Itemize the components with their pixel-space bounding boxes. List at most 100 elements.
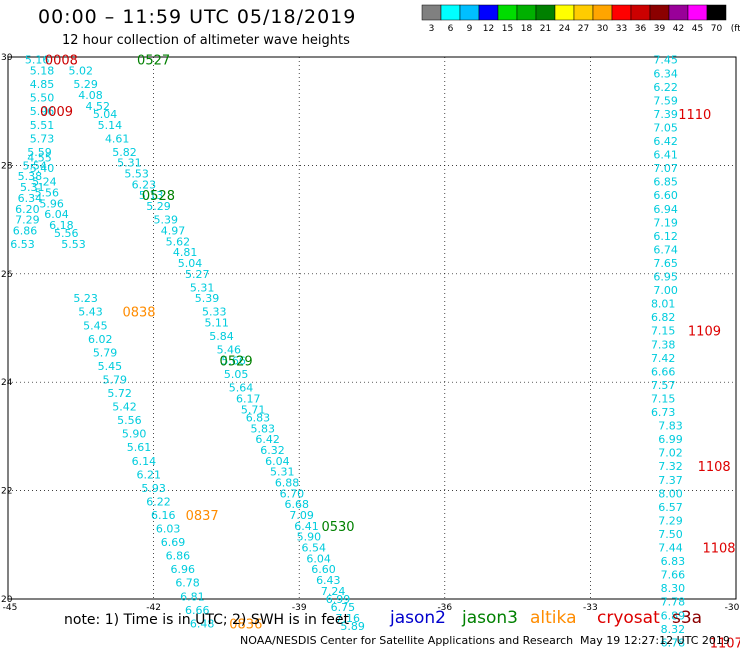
color-swatch [706,4,727,21]
wave-height-value: 7.24 [321,585,346,598]
wave-height-value: 6.68 [285,498,310,511]
wave-height-value: 5.56 [35,187,60,200]
wave-height-value: 6.89 [661,609,686,622]
wave-height-value: 7.09 [289,509,314,522]
wave-height-value: 4.55 [27,151,52,164]
wave-height-value: 6.60 [311,563,336,576]
color-scale-label: 27 [578,24,589,34]
wave-height-value: 5.66 [221,355,246,368]
wave-height-value: 5.45 [98,360,123,373]
wave-height-value: 6.42 [255,433,280,446]
wave-height-value: 7.37 [658,474,683,487]
wave-height-value: 7.57 [651,379,676,392]
y-tick-label: 30 [1,53,13,63]
wave-height-value: 6.42 [653,135,678,148]
pass-time-label: 0009 [40,105,73,120]
wave-height-value: 6.69 [161,536,186,549]
wave-height-value: 5.38 [18,170,43,183]
wave-height-value: 8.01 [651,298,676,311]
pass-time-label: 1108 [698,460,731,475]
wave-height-value: 5.16 [25,54,50,67]
color-swatch [687,4,708,21]
wave-height-value: 6.85 [653,176,678,189]
x-tick-label: -36 [437,603,452,613]
wave-height-value: 5.04 [93,108,118,121]
wave-height-value: 7.16 [335,612,360,625]
wave-height-value: 5.56 [54,227,79,240]
wave-height-value: 7.29 [15,214,40,227]
wave-height-value: 4.61 [105,132,130,145]
wave-height-value: 7.02 [658,447,683,460]
wave-height-value: 5.43 [78,306,103,319]
color-scale-label: 30 [597,24,609,34]
plot-frame [7,56,737,600]
wave-height-value: 7.05 [653,121,678,134]
wave-height-value: 5.53 [124,168,149,181]
wave-height-value: 8.00 [658,487,683,500]
wave-height-value: 6.99 [326,593,351,606]
color-scale-label: 70 [711,24,723,34]
wave-height-value: 5.29 [73,78,98,91]
pass-time-label: 1107 [710,636,740,650]
wave-height-value: 8.32 [661,623,686,636]
wave-height-value: 6.22 [146,495,171,508]
pass-time-label: 0528 [142,189,175,204]
wave-height-value: 5.27 [185,268,210,281]
footer-credit: NOAA/NESDIS Center for Satellite Applica… [240,634,574,647]
wave-height-value: 4.97 [161,224,186,237]
wave-height-value: 5.72 [107,387,132,400]
color-scale-label: 33 [616,24,627,34]
wave-height-value: 4.52 [86,100,111,113]
color-scale-label: 18 [521,24,533,34]
x-tick-label: -39 [292,603,307,613]
pass-time-label: 0008 [45,54,78,69]
y-tick-label: 24 [1,378,13,388]
wave-height-value: 6.83 [661,555,686,568]
wave-height-value: 5.64 [229,382,254,395]
legend-item-jason3: jason3 [462,608,518,628]
wave-height-value: 5.56 [117,414,142,427]
wave-height-value: 7.42 [651,352,676,365]
wave-height-value: 6.88 [275,476,300,489]
wave-height-value: 6.04 [44,208,69,221]
color-scale-label: 45 [692,24,703,34]
color-swatch [421,4,442,21]
wave-height-value: 6.95 [653,271,678,284]
wave-height-value: 5.84 [209,330,234,343]
wave-height-value: 6.96 [170,563,195,576]
wave-height-value: 7.15 [651,392,676,405]
wave-height-value: 6.34 [18,192,43,205]
wave-height-value: 6.54 [302,542,327,555]
color-swatch [573,4,594,21]
pass-time-label: 1110 [678,108,711,123]
pass-time-label: 0838 [122,306,155,321]
color-scale-label: 9 [467,24,473,34]
wave-height-value: 6.86 [13,224,38,237]
color-swatch [478,4,499,21]
legend-item-s3a: s3a [672,608,703,628]
wave-height-value: 6.12 [653,230,678,243]
color-scale-label: 42 [673,24,684,34]
color-swatch [516,4,537,21]
data-marks: 5.165.184.855.505.965.515.735.595.545.38… [10,54,740,650]
color-scale-label: 36 [635,24,647,34]
chart-subtitle: 12 hour collection of altimeter wave hei… [62,33,350,48]
wave-height-value: 5.93 [141,482,166,495]
wave-height-value: 7.39 [653,108,678,121]
wave-height-value: 7.83 [658,420,683,433]
wave-height-value: 7.29 [658,514,683,527]
legend-item-cryosat: cryosat [597,608,660,628]
wave-height-value: 6.99 [658,433,683,446]
wave-height-value: 7.45 [653,54,678,67]
wave-height-value: 6.70 [280,487,305,500]
wave-height-value: 5.39 [195,292,220,305]
wave-height-value: 6.18 [49,219,74,232]
color-scale-label: 24 [559,24,571,34]
wave-height-value: 5.39 [153,214,178,227]
wave-height-value: 6.83 [246,411,271,424]
wave-height-value: 6.22 [653,81,678,94]
color-swatch [459,4,480,21]
pass-time-label: 0527 [137,54,170,69]
pass-time-label: 0836 [229,617,262,632]
